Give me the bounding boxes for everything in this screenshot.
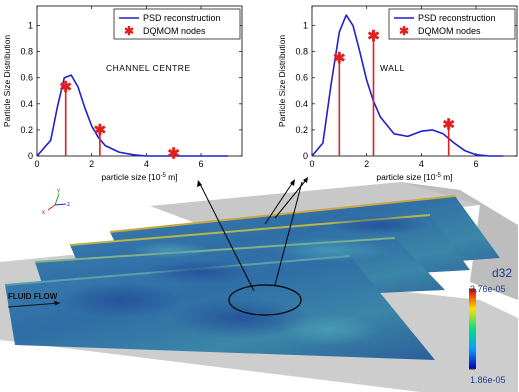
x-tick-label: 2 xyxy=(89,159,94,169)
x-axis-label: particle size [10-5 m] xyxy=(101,172,177,182)
y-tick-label: 1 xyxy=(303,21,308,31)
x-tick-label: 2 xyxy=(364,159,369,169)
chart-channel-centre: CHANNEL CENTRE 0 0.2 0.4 0.6 0.8 1 0 2 4 6 particl… xyxy=(2,5,243,182)
dqmom-node-marker: ✱ xyxy=(367,28,380,45)
dqmom-node-marker: ✱ xyxy=(167,145,180,162)
y-tick-label: 0.8 xyxy=(295,47,308,57)
dqmom-node-marker: ✱ xyxy=(59,79,72,96)
x-tick-label: 0 xyxy=(309,159,314,169)
legend-psd-label: PSD reconstruction xyxy=(143,13,221,23)
y-tick-label: 1 xyxy=(28,21,33,31)
fluid-flow-arrow xyxy=(7,302,61,308)
x-axis-label: particle size [10-5 m] xyxy=(376,172,452,182)
axes-triad-icon: x y z xyxy=(42,188,70,216)
channel-flow-figure: FLUID FLOW x y z d32 3.76e-05 1.86e-05 xyxy=(0,177,518,392)
legend-psd-label: PSD reconstruction xyxy=(418,13,496,23)
legend-dqmom-swatch: ✱ xyxy=(399,24,409,38)
chart-annotation: WALL xyxy=(380,63,405,73)
y-tick-label: 0.4 xyxy=(295,99,308,109)
dqmom-node-marker: ✱ xyxy=(442,117,455,134)
fluid-flow-label: FLUID FLOW xyxy=(8,292,58,301)
x-tick-label: 4 xyxy=(144,159,149,169)
chart-annotation: CHANNEL CENTRE xyxy=(106,63,191,73)
colorbar: d32 3.76e-05 1.86e-05 xyxy=(469,266,512,385)
svg-text:z: z xyxy=(67,202,70,208)
legend-box xyxy=(113,8,241,40)
colorbar-scale xyxy=(469,289,476,369)
x-tick-label: 6 xyxy=(198,159,203,169)
dqmom-node-marker: ✱ xyxy=(94,122,107,139)
y-tick-label: 0.8 xyxy=(20,47,33,57)
dqmom-node-marker: ✱ xyxy=(333,50,346,67)
colorbar-title: d32 xyxy=(492,266,512,280)
svg-text:x: x xyxy=(42,210,45,216)
y-tick-label: 0.4 xyxy=(20,99,33,109)
x-tick-label: 4 xyxy=(419,159,424,169)
y-tick-label: 0 xyxy=(28,151,33,161)
y-axis-label: Particle Size Distribution xyxy=(2,35,12,127)
y-tick-label: 0.2 xyxy=(295,125,308,135)
psd-reconstruction-line xyxy=(36,74,229,157)
y-tick-label: 0.2 xyxy=(20,125,33,135)
plot-frame xyxy=(311,5,518,157)
svg-text:y: y xyxy=(57,188,60,194)
x-tick-label: 0 xyxy=(34,159,39,169)
near-wall-region-marker xyxy=(228,284,302,316)
y-tick-label: 0.6 xyxy=(20,73,33,83)
chart-wall: WALL 0 0.2 0.4 0.6 0.8 1 0 2 4 6 particle size [10… xyxy=(277,5,518,182)
psd-reconstruction-line xyxy=(311,14,504,157)
legend-dqmom-label: DQMOM nodes xyxy=(418,26,481,36)
y-tick-label: 0 xyxy=(303,151,308,161)
legend-box xyxy=(388,8,516,40)
pointer-lines xyxy=(197,177,308,292)
legend-dqmom-label: DQMOM nodes xyxy=(143,26,206,36)
x-tick-label: 6 xyxy=(473,159,478,169)
y-tick-label: 0.6 xyxy=(295,73,308,83)
channel-wall-right xyxy=(400,182,518,300)
colorbar-max-label: 3.76e-05 xyxy=(470,284,506,294)
colorbar-min-label: 1.86e-05 xyxy=(470,375,506,385)
legend-dqmom-swatch: ✱ xyxy=(124,24,134,38)
y-axis-label: Particle Size Distribution xyxy=(277,35,287,127)
